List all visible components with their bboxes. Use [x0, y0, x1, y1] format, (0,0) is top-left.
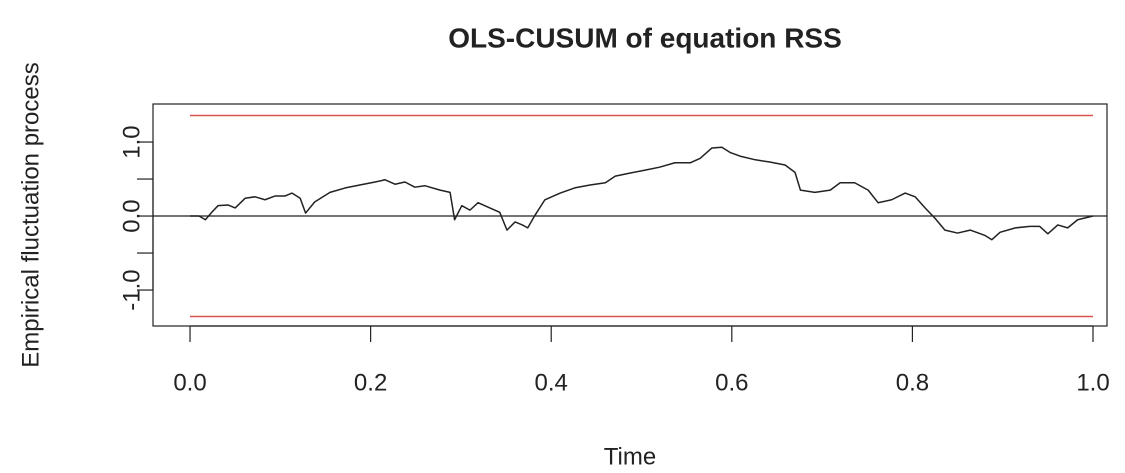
x-tick-label: 1.0 — [1076, 369, 1109, 396]
x-tick-label: 0.0 — [173, 369, 206, 396]
x-tick-label: 0.4 — [535, 369, 568, 396]
y-axis-label: Empirical fluctuation process — [17, 62, 44, 367]
x-axis-label: Time — [604, 443, 656, 470]
x-tick-label: 0.6 — [715, 369, 748, 396]
x-tick-label: 0.8 — [896, 369, 929, 396]
y-tick-label: 1.0 — [118, 125, 145, 158]
x-tick-label: 0.2 — [354, 369, 387, 396]
plot-frame — [152, 103, 1108, 327]
data-line — [190, 146, 1094, 241]
y-tick-label: 0.0 — [118, 199, 145, 232]
y-tick-label: -1.0 — [118, 269, 145, 310]
chart-title: OLS-CUSUM of equation RSS — [448, 22, 842, 53]
